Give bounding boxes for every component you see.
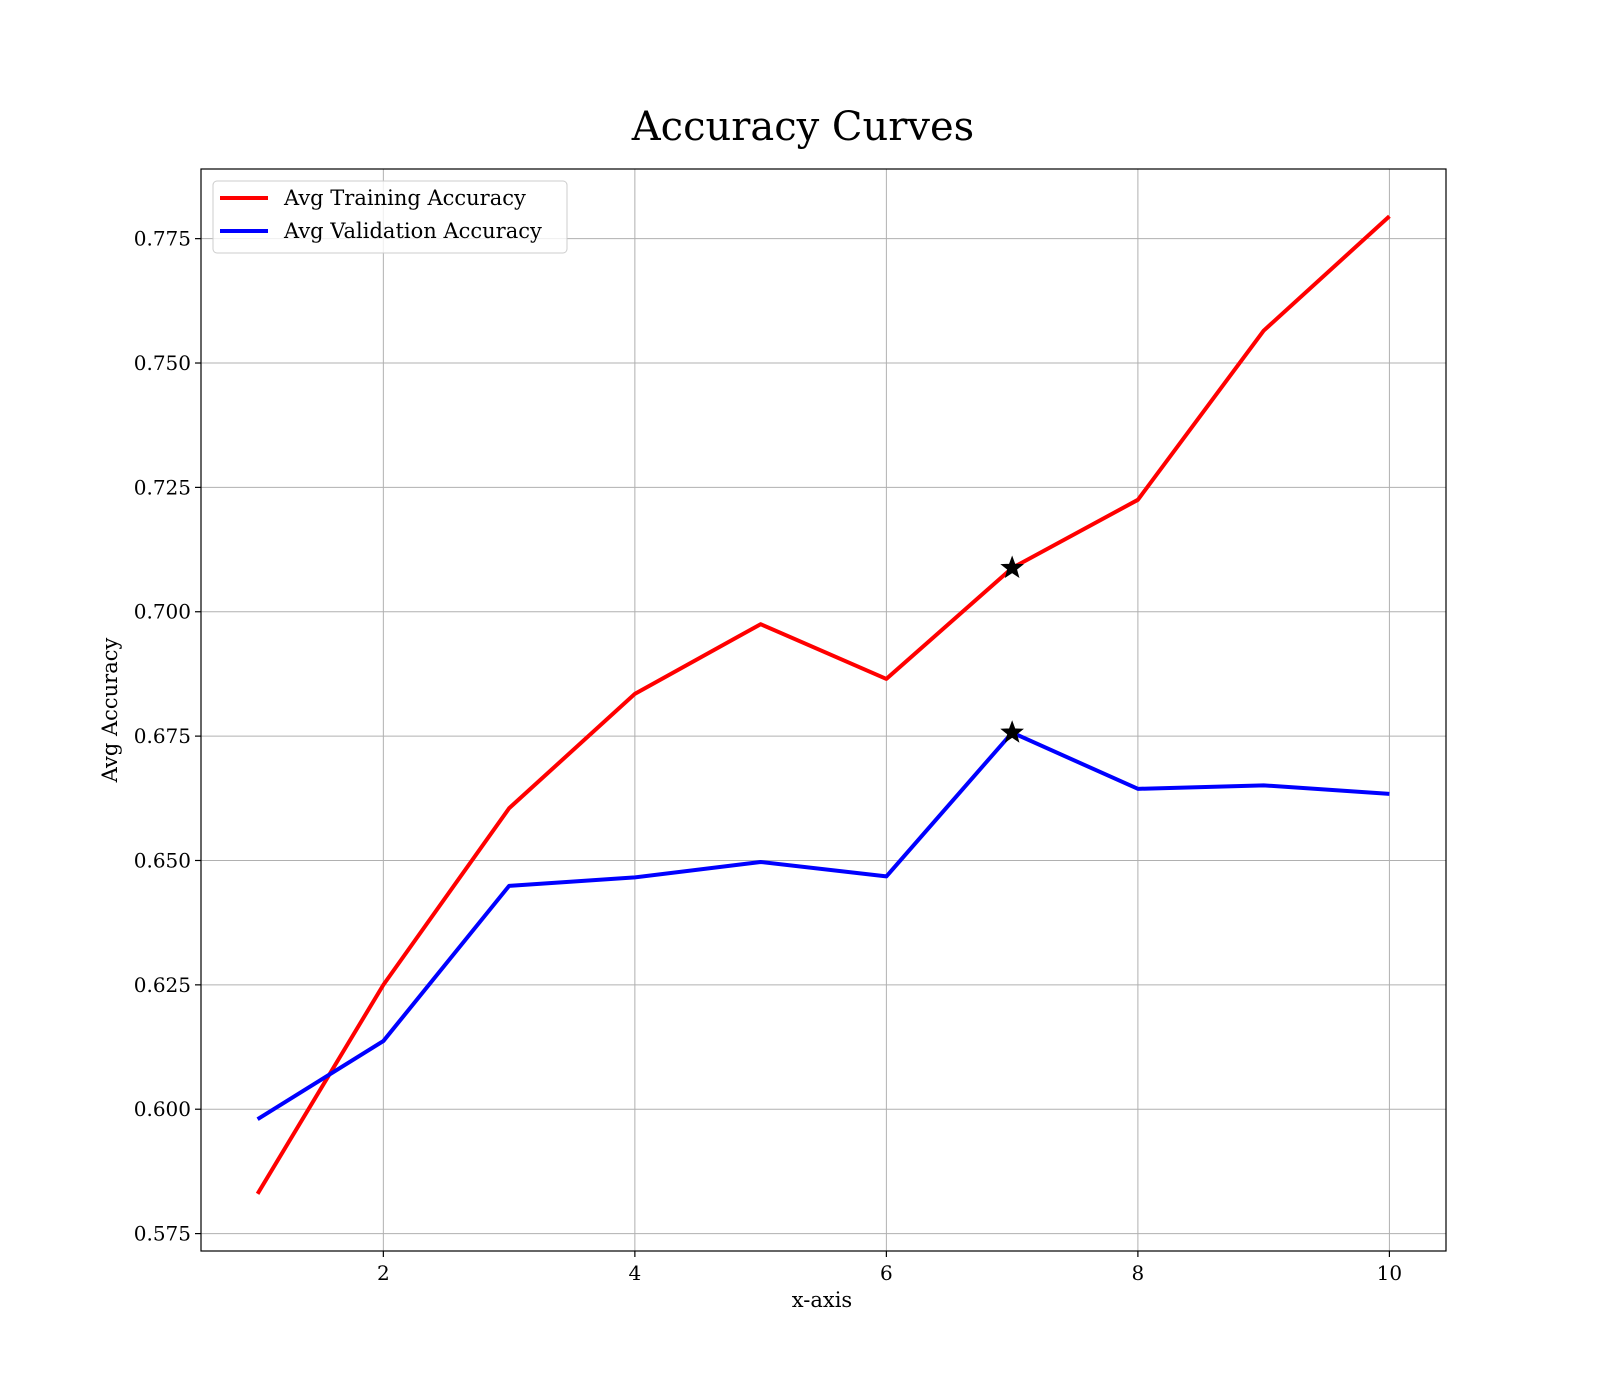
plot-area-frame: [200, 168, 1447, 1252]
y-axis-ticks: 0.575 0.600 0.625 0.650 0.675 0.700 0.725 0.750…: [134, 227, 201, 1246]
best-marker-training: [1000, 555, 1024, 579]
legend: Avg Training Accuracy Avg Validation Acc…: [212, 180, 568, 254]
x-tick-label: 2: [377, 1261, 390, 1285]
y-tick-label: 0.675: [134, 724, 191, 748]
x-tick-label: 8: [1132, 1261, 1145, 1285]
series-line-validation: [256, 730, 1390, 1121]
data-point-validation: [634, 877, 635, 878]
series-line-training: [255, 214, 1391, 1195]
data-point-validation: [257, 1119, 258, 1120]
data-point-validation: [1137, 788, 1138, 789]
x-axis-ticks: 2 4 6 8 10: [377, 1251, 1402, 1285]
y-tick-label: 0.750: [134, 351, 191, 375]
y-tick-label: 0.625: [134, 973, 191, 997]
x-tick-label: 6: [880, 1261, 893, 1285]
data-point-training: [1137, 499, 1138, 500]
data-point-validation: [509, 885, 510, 886]
data-point-training: [1263, 330, 1264, 331]
y-tick-label: 0.725: [134, 475, 191, 499]
data-point-training: [886, 678, 887, 679]
data-point-training: [634, 693, 635, 694]
chart-title: Accuracy Curves: [631, 104, 974, 150]
series-lines: [255, 214, 1391, 1195]
legend-box: [212, 180, 568, 254]
data-point-training: [257, 1193, 258, 1194]
data-point-validation: [886, 876, 887, 877]
x-tick-label: 4: [628, 1261, 641, 1285]
data-point-validation: [760, 861, 761, 862]
best-marker-validation: [1000, 720, 1024, 743]
y-tick-label: 0.575: [134, 1222, 191, 1246]
data-point-validation: [1263, 785, 1264, 786]
legend-label-validation: Avg Validation Accuracy: [283, 219, 542, 243]
data-point-training: [760, 624, 761, 625]
y-axis-label: Avg Accuracy: [98, 638, 122, 784]
data-point-validation: [383, 1041, 384, 1042]
y-tick-label: 0.700: [134, 600, 191, 624]
x-axis-label: x-axis: [792, 1288, 852, 1312]
best-markers: [1000, 555, 1024, 743]
x-tick-label: 10: [1377, 1261, 1402, 1285]
data-point-training: [1389, 216, 1390, 217]
data-point-training: [383, 984, 384, 985]
data-point-training: [509, 808, 510, 809]
y-tick-label: 0.600: [134, 1097, 191, 1121]
data-point-validation: [1389, 793, 1390, 794]
legend-label-training: Avg Training Accuracy: [283, 186, 526, 210]
y-tick-label: 0.650: [134, 848, 191, 872]
y-tick-label: 0.775: [134, 227, 191, 251]
grid: [201, 169, 1446, 1251]
